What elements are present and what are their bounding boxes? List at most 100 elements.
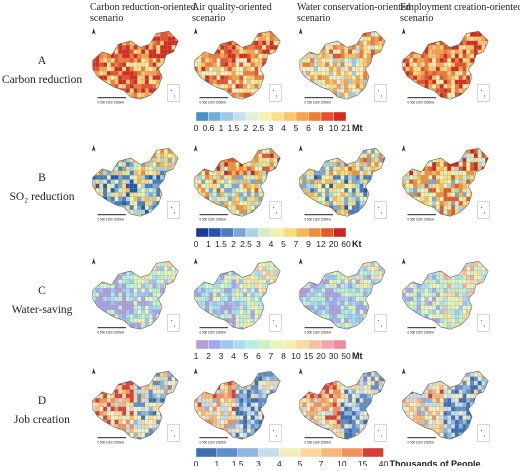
region [370,157,375,163]
region [370,262,375,267]
region [370,305,375,310]
region [160,188,165,193]
legend-swatch [295,111,309,122]
region [254,71,259,76]
region [114,322,119,328]
region [118,170,123,176]
region [129,205,134,210]
region [220,92,225,98]
region [489,32,493,36]
region [386,188,390,192]
region [402,101,406,105]
region [163,214,168,217]
north-arrow [193,145,198,152]
region [332,279,337,285]
region [332,84,337,89]
region [386,84,390,88]
region [103,179,108,184]
region [258,331,262,335]
region [262,153,267,159]
region [258,201,263,206]
region [250,205,255,210]
region [386,154,390,158]
island [380,212,383,214]
region [220,314,225,319]
legend-swatch [333,227,347,238]
region [92,283,96,289]
north-arrow [298,28,303,35]
region [171,288,176,293]
region [144,31,149,33]
region [265,75,270,80]
region [325,62,330,67]
region [409,71,414,76]
region [409,201,414,206]
region [281,310,285,314]
region [454,66,459,72]
region [363,266,368,272]
region [99,296,104,302]
map-regions [402,148,493,222]
region [175,84,179,89]
region [336,183,341,189]
region [92,166,96,172]
region [332,292,337,297]
region [386,184,390,188]
region [336,261,341,263]
region [281,275,285,279]
region [489,158,493,162]
region [144,84,149,89]
region [163,322,168,328]
region [371,101,375,105]
region [436,218,440,222]
region [295,280,299,284]
region [371,218,375,222]
region [336,53,341,59]
region [246,32,251,37]
inset [167,313,180,332]
region [458,188,463,193]
region [386,284,390,288]
region [277,214,281,217]
north-arrow [91,258,96,265]
region [194,301,198,306]
region [344,288,349,293]
region [239,175,244,180]
region [317,153,322,159]
region [344,36,349,42]
region [405,149,410,154]
region [114,58,119,63]
region [443,175,448,180]
region [382,261,386,263]
region [235,170,240,176]
region [239,84,244,89]
region [409,188,414,193]
region [269,66,274,72]
legend-swatch [258,111,272,122]
region [114,153,119,159]
region [416,40,421,46]
region [99,209,104,215]
region [409,84,414,89]
region [262,66,267,72]
region [405,205,410,210]
region [103,36,108,42]
region [317,262,322,267]
region [133,62,138,67]
region [336,58,341,63]
region [435,175,440,180]
region [281,284,285,288]
scale-label: 0 500 1000 1500km [98,217,125,221]
region [224,309,229,315]
region [473,92,478,98]
region [485,183,489,189]
region [420,88,425,93]
region [262,71,267,76]
region [258,214,263,217]
region [413,36,418,42]
region [302,40,307,46]
region [462,31,467,33]
region [160,331,164,335]
region [466,45,471,50]
region [265,196,270,202]
